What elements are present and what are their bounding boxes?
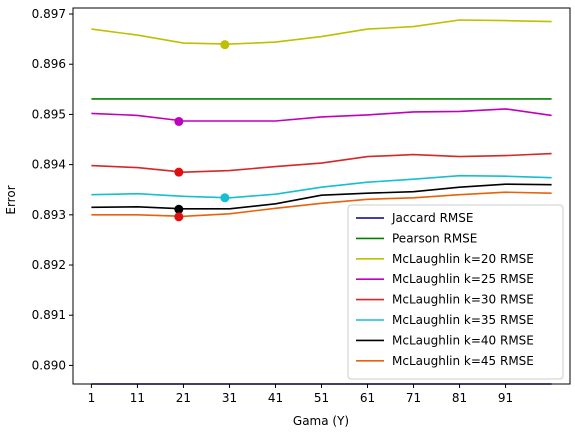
y-tick-label: 0.896 xyxy=(32,57,66,71)
y-tick-label: 0.894 xyxy=(32,158,66,172)
y-tick-label: 0.893 xyxy=(32,208,66,222)
legend-entry-5: McLaughlin k=30 RMSE xyxy=(392,293,534,307)
y-tick-label: 0.891 xyxy=(32,308,66,322)
legend-entry-4: McLaughlin k=25 RMSE xyxy=(392,272,534,286)
series-marker-4 xyxy=(174,116,184,126)
plot-layer xyxy=(91,19,552,385)
series-line-4 xyxy=(91,108,552,122)
legend-entry-6: McLaughlin k=35 RMSE xyxy=(392,313,534,327)
series-marker-8 xyxy=(174,212,184,222)
series-line-5 xyxy=(91,152,552,173)
series-line-6 xyxy=(91,174,552,199)
legend: Jaccard RMSE Pearson RMSE McLaughlin k=20 … xyxy=(347,204,564,380)
x-tick-label: 31 xyxy=(222,391,237,405)
series-line-8 xyxy=(91,191,552,218)
series-line-7 xyxy=(91,183,552,210)
legend-entry-8: McLaughlin k=45 RMSE xyxy=(392,354,534,368)
x-tick-label: 41 xyxy=(268,391,283,405)
x-tick-label: 11 xyxy=(130,391,145,405)
legend-entry-3: McLaughlin k=20 RMSE xyxy=(392,252,534,266)
y-tick-label: 0.892 xyxy=(32,258,66,272)
x-tick-label: 81 xyxy=(452,391,467,405)
x-tick-label: 51 xyxy=(314,391,329,405)
series-marker-3 xyxy=(220,40,230,50)
y-tick-label: 0.890 xyxy=(32,358,66,372)
x-tick-label: 61 xyxy=(360,391,375,405)
x-tick-label: 21 xyxy=(176,391,191,405)
x-axis-label: Gama (Y) xyxy=(293,414,349,428)
legend-entry-2: Pearson RMSE xyxy=(392,231,477,245)
x-tick-label: 1 xyxy=(88,391,96,405)
legend-entry-1: Jaccard RMSE xyxy=(391,211,474,225)
y-axis-label: Error xyxy=(4,185,18,214)
y-tick-label: 0.897 xyxy=(32,7,66,21)
x-tick-label: 71 xyxy=(406,391,421,405)
series-marker-6 xyxy=(220,193,230,203)
legend-entry-7: McLaughlin k=40 RMSE xyxy=(392,333,534,347)
series-marker-7 xyxy=(174,204,184,214)
y-tick-label: 0.895 xyxy=(32,107,66,121)
series-line-3 xyxy=(91,19,552,45)
series-marker-5 xyxy=(174,167,184,177)
legend-box xyxy=(347,204,564,380)
x-tick-label: 91 xyxy=(498,391,513,405)
axes-layer: 1 11 21 31 41 51 61 71 81 910.8900.8910.8920.8930… xyxy=(32,7,571,405)
